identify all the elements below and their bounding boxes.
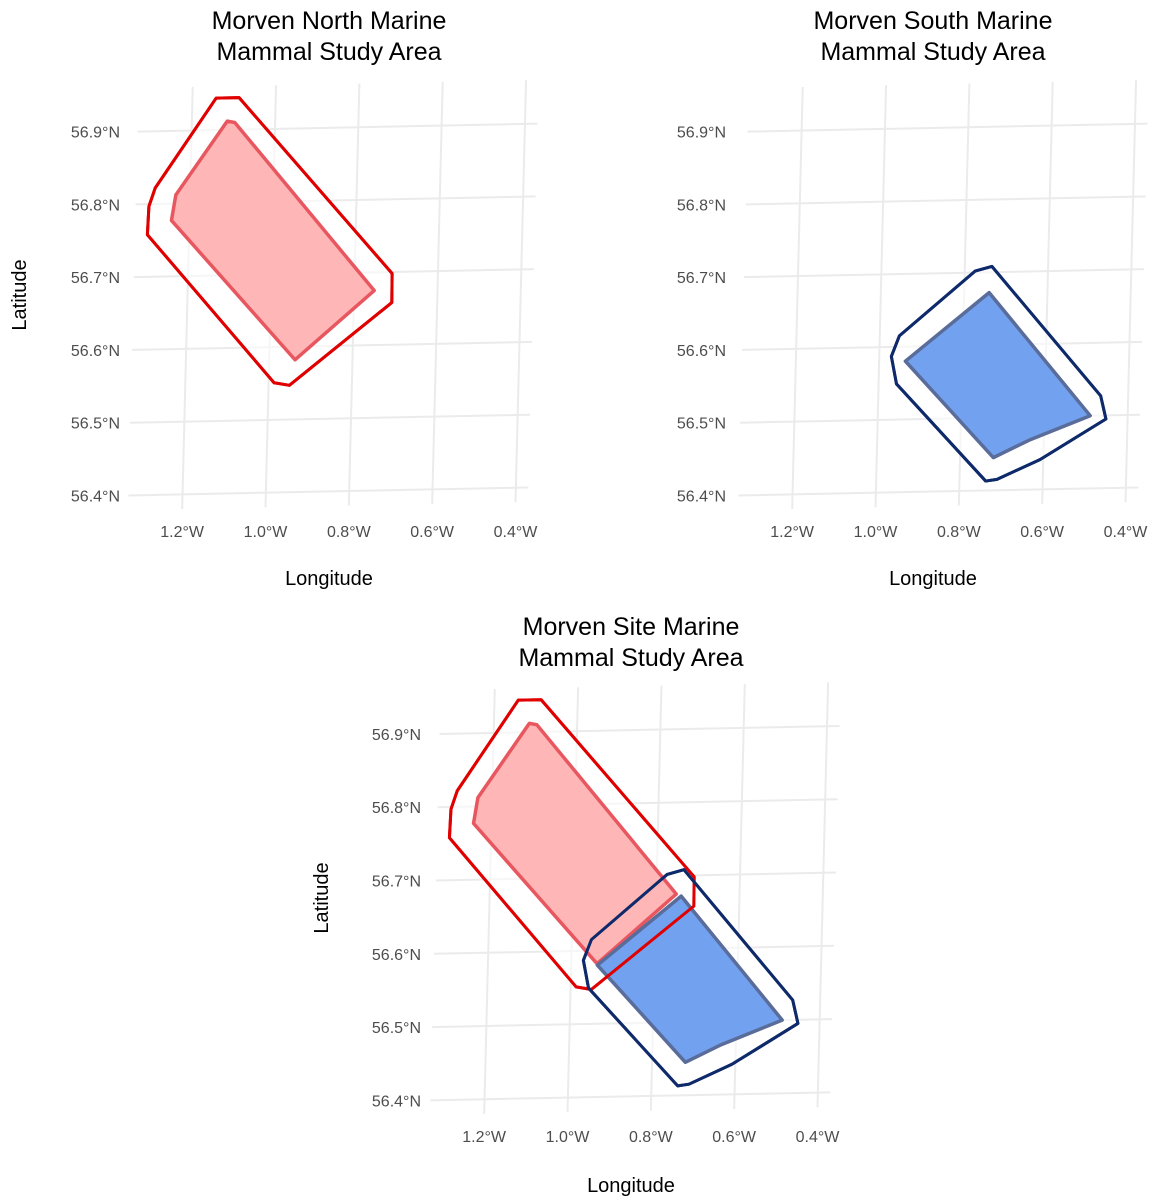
south-buffer-outline — [581, 868, 800, 1088]
meridian-gridline — [791, 86, 804, 509]
parallel-gridline — [743, 268, 1144, 279]
x-tick-label: 0.6°W — [1020, 524, 1065, 541]
parallel-gridline — [745, 195, 1146, 206]
x-tick-label: 1.2°W — [160, 524, 205, 541]
south-site-area — [595, 894, 784, 1065]
y-tick-label: 56.9°N — [372, 727, 421, 744]
north-buffer-outline — [447, 698, 696, 991]
x-tick-label: 0.6°W — [410, 524, 455, 541]
y-tick-label: 56.6°N — [71, 343, 120, 360]
x-tick-label: 1.2°W — [462, 1129, 507, 1146]
y-tick-label: 56.4°N — [372, 1093, 421, 1110]
x-tick-label: 1.0°W — [854, 524, 899, 541]
x-axis-title: Longitude — [889, 568, 977, 590]
study-areas — [889, 264, 1108, 483]
y-tick-label: 56.7°N — [71, 270, 120, 287]
y-tick-label: 56.5°N — [71, 416, 120, 433]
north-panel: Morven North Marine Mammal Study Area 1.2°… — [9, 7, 538, 590]
meridian-gridline — [874, 85, 888, 508]
gridlines — [738, 80, 1148, 509]
x-tick-label: 0.4°W — [1104, 524, 1149, 541]
y-axis-title: Latitude — [9, 259, 31, 330]
parallel-gridline — [430, 1091, 831, 1102]
y-tick-label: 56.6°N — [372, 947, 421, 964]
meridian-gridline — [431, 81, 444, 504]
x-tick-label: 0.6°W — [712, 1129, 757, 1146]
x-tick-label: 0.4°W — [494, 524, 539, 541]
chart-title-line: Morven South Marine — [813, 7, 1052, 35]
y-tick-label: 56.6°N — [677, 343, 726, 360]
chart-title-line: Mammal Study Area — [820, 38, 1045, 66]
x-axis-title: Longitude — [587, 1175, 675, 1197]
y-tick-label: 56.5°N — [677, 416, 726, 433]
parallel-gridline — [747, 122, 1148, 133]
meridian-gridline — [1124, 80, 1138, 503]
study-areas — [145, 96, 394, 387]
y-tick-label: 56.8°N — [71, 197, 120, 214]
y-tick-label: 56.7°N — [677, 270, 726, 287]
study-areas — [447, 698, 800, 1088]
chart-title-line: Mammal Study Area — [518, 644, 743, 672]
y-tick-label: 56.9°N — [677, 125, 726, 142]
x-axis-title: Longitude — [285, 568, 373, 590]
chart-title-line: Morven Site Marine — [523, 613, 740, 641]
south-buffer-outline — [889, 264, 1108, 483]
site-panel: Morven Site Marine Mammal Study Area 1.2°W… — [311, 613, 840, 1197]
chart-title-line: Mammal Study Area — [216, 38, 441, 66]
x-tick-label: 0.4°W — [796, 1129, 841, 1146]
x-tick-label: 0.8°W — [937, 524, 982, 541]
x-tick-label: 0.8°W — [327, 524, 372, 541]
parallel-gridline — [738, 486, 1139, 497]
y-tick-label: 56.5°N — [372, 1020, 421, 1037]
parallel-gridline — [130, 413, 531, 424]
y-tick-label: 56.4°N — [71, 488, 120, 505]
meridian-gridline — [816, 682, 830, 1108]
south-panel: Morven South Marine Mammal Study Area 1.2°… — [677, 7, 1148, 590]
y-tick-label: 56.8°N — [372, 800, 421, 817]
y-tick-label: 56.9°N — [71, 125, 120, 142]
north-site-area — [169, 119, 376, 362]
chart-title-line: Morven North Marine — [212, 7, 447, 35]
meridian-gridline — [514, 80, 528, 503]
x-tick-label: 1.0°W — [546, 1129, 591, 1146]
north-buffer-outline — [145, 96, 394, 387]
x-tick-label: 1.0°W — [244, 524, 289, 541]
y-tick-label: 56.7°N — [372, 874, 421, 891]
x-tick-label: 0.8°W — [629, 1129, 674, 1146]
parallel-gridline — [128, 486, 529, 497]
y-axis-title: Latitude — [311, 862, 333, 933]
y-tick-label: 56.8°N — [677, 197, 726, 214]
x-tick-label: 1.2°W — [770, 524, 815, 541]
y-tick-label: 56.4°N — [677, 488, 726, 505]
south-site-area — [903, 290, 1092, 460]
